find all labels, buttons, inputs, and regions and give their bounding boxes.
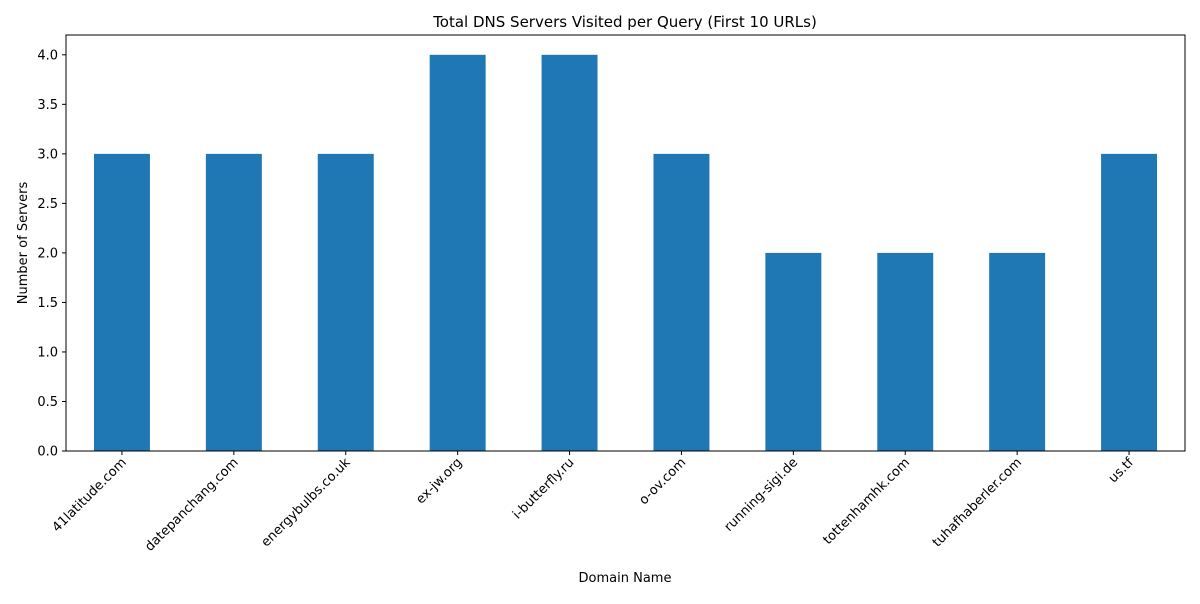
y-ticks-layer: 0.0 0.5 1.0 1.5 2.0 2.5 3.0 3.5 4.0 bbox=[37, 48, 66, 460]
y-tick-label: 0.0 bbox=[37, 445, 58, 460]
x-ticks-layer: 41latitude.com datepanchang.com energybulb… bbox=[50, 451, 1137, 555]
x-tick-label: tuhafhaberler.com bbox=[930, 455, 1025, 550]
x-tick-label: energybulbs.co.uk bbox=[259, 455, 354, 550]
bar-running-sigi.de bbox=[765, 252, 822, 451]
y-tick-label: 3.5 bbox=[37, 98, 58, 113]
y-tick-label: 2.0 bbox=[37, 246, 58, 261]
bar-datepanchang.com bbox=[205, 153, 262, 452]
x-tick-label: i-butterfly.ru bbox=[510, 455, 577, 522]
bar-41latitude.com bbox=[93, 153, 150, 452]
x-tick-label: o-ov.com bbox=[636, 455, 689, 508]
x-tick-label: datepanchang.com bbox=[142, 455, 241, 554]
bar-us.tf bbox=[1101, 153, 1158, 452]
x-tick-label: ex-jw.org bbox=[413, 455, 465, 507]
chart-title: Total DNS Servers Visited per Query (Fir… bbox=[432, 13, 817, 31]
x-tick-label: us.tf bbox=[1106, 455, 1137, 486]
bar-tottenhamhk.com bbox=[877, 252, 934, 451]
bar-tuhafhaberler.com bbox=[989, 252, 1046, 451]
bar-energybulbs.co.uk bbox=[317, 153, 374, 452]
y-tick-label: 0.5 bbox=[37, 395, 58, 410]
y-tick-label: 2.5 bbox=[37, 197, 58, 212]
y-tick-label: 1.5 bbox=[37, 296, 58, 311]
y-tick-label: 1.0 bbox=[37, 345, 58, 360]
y-axis-label: Number of Servers bbox=[16, 182, 31, 305]
y-tick-label: 4.0 bbox=[37, 48, 58, 63]
plot-frame bbox=[65, 34, 1186, 452]
bars-layer bbox=[93, 54, 1158, 452]
x-axis-label: Domain Name bbox=[579, 571, 672, 586]
x-tick-label: running-sigi.de bbox=[722, 455, 802, 535]
axes-layer bbox=[65, 34, 1186, 452]
y-tick-label: 3.0 bbox=[37, 147, 58, 162]
x-tick-label: tottenhamhk.com bbox=[820, 455, 913, 548]
x-tick-label: 41latitude.com bbox=[50, 455, 130, 535]
bar-o-ov.com bbox=[653, 153, 710, 452]
bar-i-butterfly.ru bbox=[541, 54, 598, 452]
bar-ex-jw.org bbox=[429, 54, 486, 452]
